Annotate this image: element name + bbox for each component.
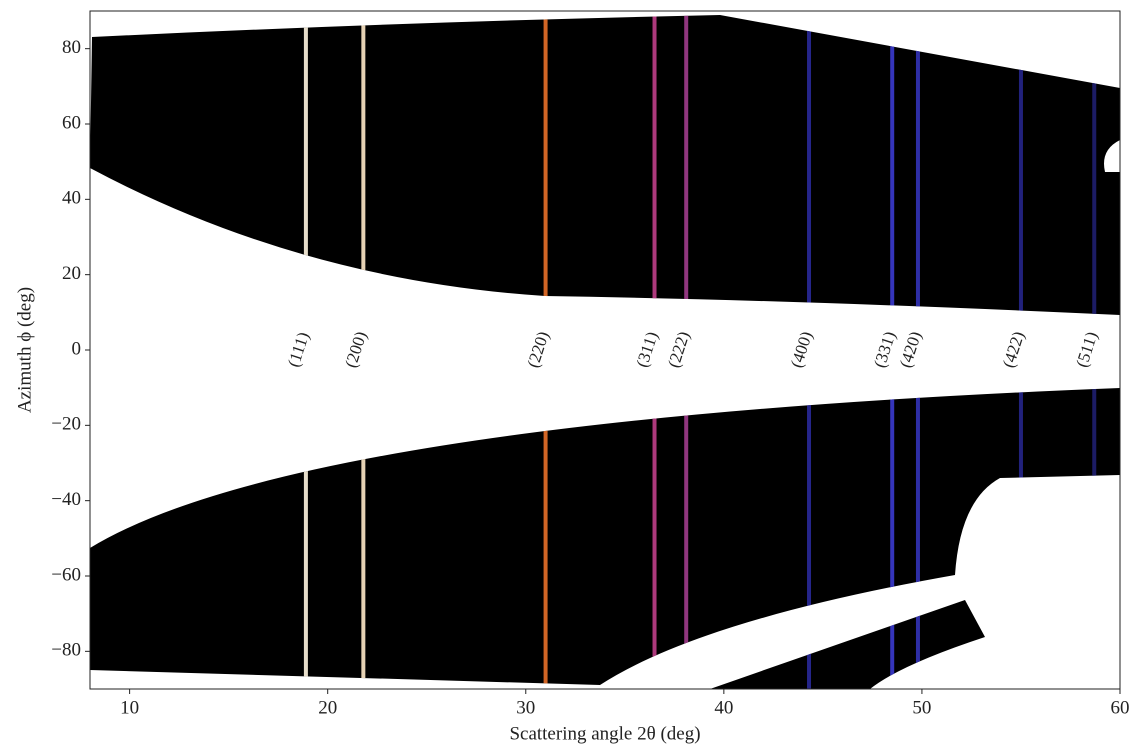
y-tick-label: −20: [51, 414, 81, 435]
y-tick-label: 80: [62, 37, 81, 58]
detector-upper: [90, 15, 1120, 315]
y-axis-label: Azimuth ϕ (deg): [14, 287, 35, 413]
peak-label: (220): [523, 329, 552, 370]
y-tick-label: 40: [62, 188, 81, 209]
peak-label: (222): [664, 329, 693, 370]
y-tick-label: 0: [72, 338, 82, 359]
y-tick-label: −40: [51, 489, 81, 510]
x-tick-label: 20: [318, 697, 337, 718]
y-tick-label: −80: [51, 640, 81, 661]
peak-label: (422): [999, 329, 1028, 370]
peak-label: (200): [341, 329, 370, 370]
peak-label: (420): [896, 329, 925, 370]
peak-label: (400): [787, 329, 816, 370]
detector-area: [90, 15, 1120, 689]
y-tick-label: 20: [62, 263, 81, 284]
x-tick-label: 50: [912, 697, 931, 718]
detector-lower: [90, 388, 1120, 685]
y-tick-label: 60: [62, 112, 81, 133]
x-axis-label: Scattering angle 2θ (deg): [509, 723, 700, 744]
y-tick-label: −60: [51, 564, 81, 585]
peak-label: (111): [284, 330, 313, 370]
x-tick-label: 10: [120, 697, 139, 718]
x-tick-label: 30: [516, 697, 535, 718]
peak-label: (511): [1072, 329, 1101, 369]
x-tick-label: 40: [714, 697, 733, 718]
peak-label: (311): [632, 329, 661, 369]
x-tick-label: 60: [1111, 697, 1130, 718]
